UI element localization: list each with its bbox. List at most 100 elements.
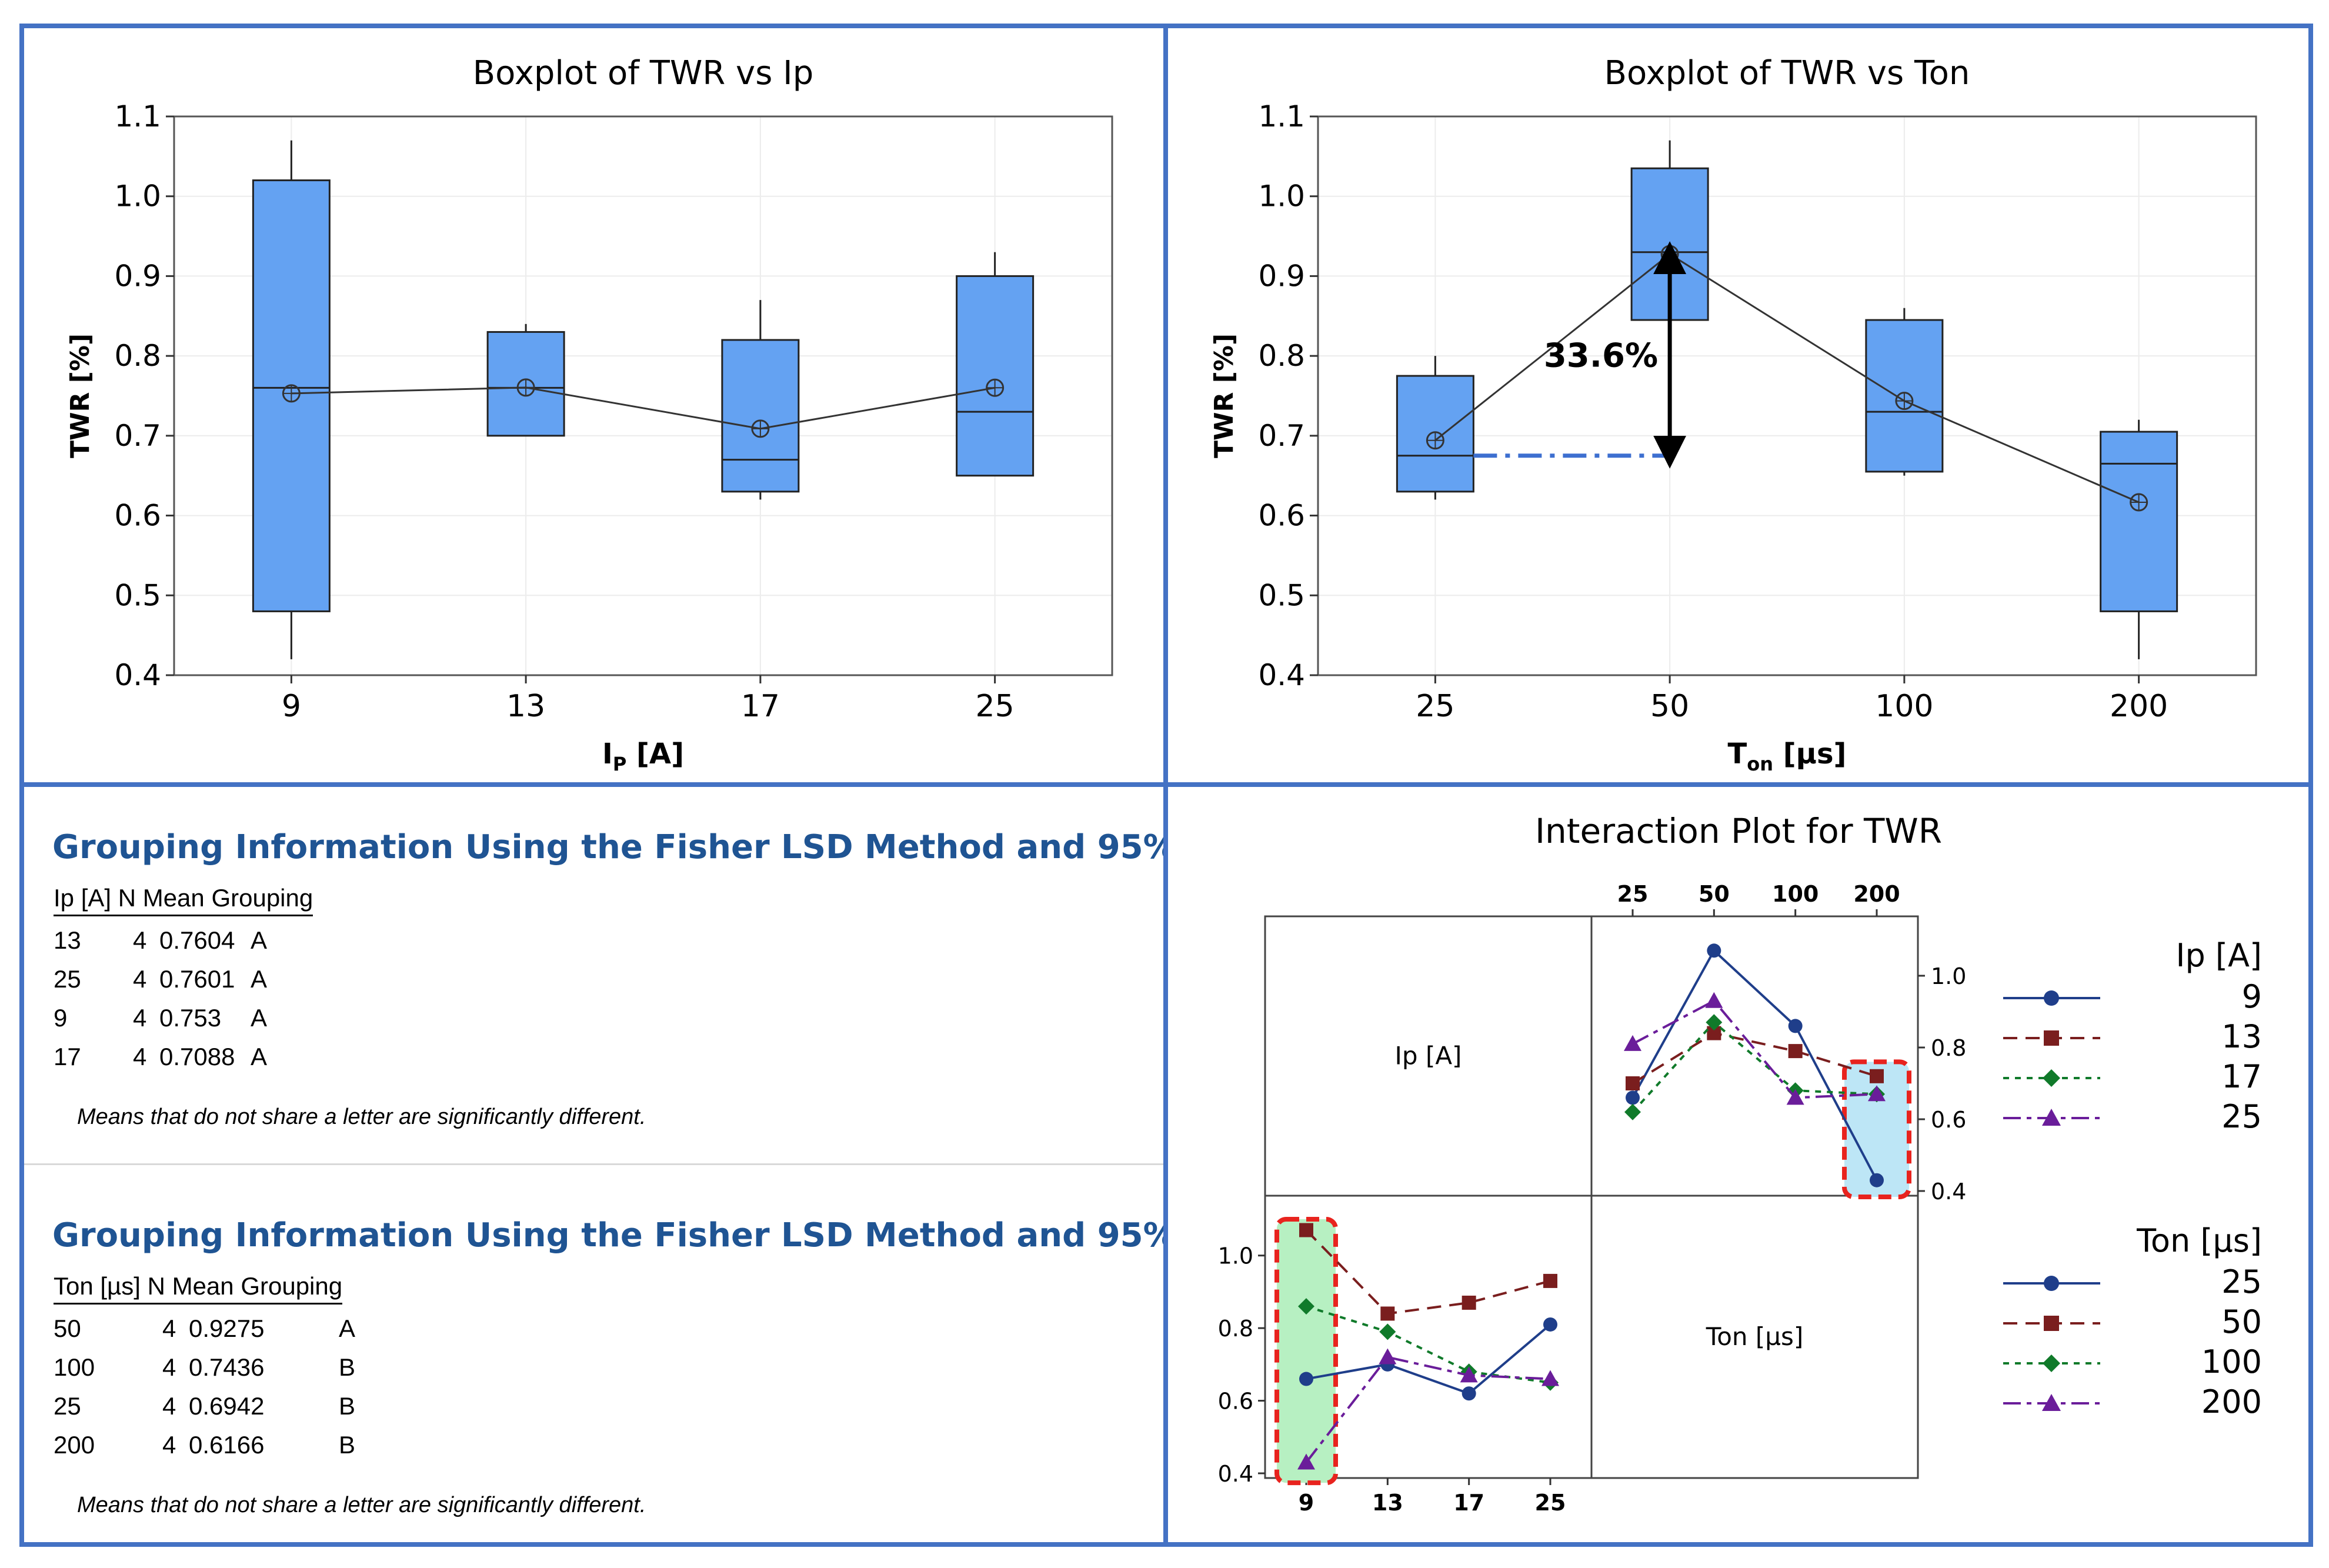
legend-label: 100: [2201, 1343, 2262, 1380]
grouping-cell-level: 25: [54, 965, 81, 993]
marker-square: [1462, 1295, 1476, 1310]
grouping-cell-group: A: [251, 965, 268, 993]
x-axis-label-unit: [A]: [626, 738, 684, 770]
grouping-cell-mean: 0.7604: [159, 926, 235, 954]
box: [2100, 431, 2178, 612]
marker-triangle: [1868, 1085, 1886, 1102]
legend-label: 13: [2221, 1018, 2262, 1055]
grouping-cell-n: 4: [133, 1043, 147, 1070]
grouping-cell-level: 13: [54, 926, 81, 954]
y-tick-label: 0.8: [114, 339, 161, 373]
y-tick-label: 0.8: [1931, 1035, 1966, 1061]
grouping-cell-mean: 0.7601: [159, 965, 235, 993]
marker-square: [1299, 1223, 1313, 1237]
marker-triangle: [1541, 1370, 1559, 1386]
series-line: [1306, 1323, 1551, 1395]
marker-triangle: [2042, 1394, 2061, 1411]
y-tick-label: 0.4: [1258, 658, 1305, 692]
plot-frame: [1317, 115, 2257, 676]
boxplot-ip-panel: Boxplot of TWR vs Ip 0.4 0.5 0.6 0.7 0.8 0.9 1.…: [19, 24, 1169, 788]
marker-diamond: [2043, 1069, 2060, 1087]
marker-circle: [1788, 1019, 1803, 1033]
grouping-cell-group: B: [339, 1353, 356, 1381]
diag-label-ip: Ip [A]: [1395, 1042, 1462, 1070]
grouping-cell-level: 9: [54, 1004, 68, 1032]
grouping-cell-level: 100: [54, 1353, 95, 1381]
marker-circle: [1626, 1090, 1640, 1105]
grouping-cell-n: 4: [162, 1315, 176, 1342]
grouping-cell-mean: 0.7436: [189, 1353, 265, 1381]
marker-square: [2044, 1030, 2059, 1046]
grouping-row: 13 4 0.7604 A: [54, 921, 313, 960]
x-tick-label: 9: [282, 689, 301, 724]
series-line: [1305, 1229, 1551, 1315]
grouping-row: 50 4 0.9275 A: [54, 1309, 355, 1348]
marker-diamond: [2043, 1355, 2060, 1372]
series-line: [1631, 1032, 1877, 1085]
x-tick-label: 17: [741, 689, 780, 724]
x-tick-label: 25: [1617, 881, 1649, 907]
grouping-cell-level: 50: [54, 1315, 81, 1342]
marker-triangle: [1705, 992, 1723, 1008]
y-tick-label: 0.4: [114, 658, 161, 692]
grouping-note-ton: Means that do not share a letter are sig…: [77, 1493, 646, 1517]
boxplot-ton-panel: Boxplot of TWR vs Ton 0.4 0.5 0.6 0.7 0.8 0.9 1…: [1163, 24, 2313, 788]
diag-label-ton: Ton [µs]: [1706, 1322, 1804, 1351]
grouping-cell-group: B: [339, 1392, 356, 1420]
grouping-divider: [24, 1163, 1164, 1165]
x-tick-label: 13: [1372, 1490, 1403, 1516]
grouping-cell-level: 17: [54, 1043, 81, 1070]
x-axis-label-sub: on: [1747, 753, 1773, 775]
legend-label: 200: [2201, 1383, 2262, 1420]
mean-connect-line: [1434, 253, 2140, 503]
legend-title: Ip [A]: [2176, 937, 2262, 974]
marker-circle: [2044, 990, 2059, 1006]
grouping-note-ip: Means that do not share a letter are sig…: [77, 1105, 646, 1129]
marker-circle: [1543, 1317, 1557, 1332]
marker-circle: [1870, 1173, 1884, 1187]
x-tick-label: 100: [1772, 881, 1819, 907]
marker-diamond: [1379, 1323, 1396, 1340]
grouping-row: 9 4 0.753 A: [54, 999, 313, 1037]
marker-circle: [2044, 1276, 2059, 1291]
grouping-cell-n: 4: [133, 965, 147, 993]
chart-title: Boxplot of TWR vs Ip: [473, 54, 813, 92]
grouping-row: 17 4 0.7088 A: [54, 1037, 313, 1076]
marker-square: [1788, 1044, 1803, 1059]
grouping-cell-n: 4: [162, 1392, 176, 1420]
x-axis-label-sub: P: [613, 753, 626, 775]
y-tick-label: 0.8: [1258, 339, 1305, 373]
legend-label: 50: [2221, 1303, 2262, 1340]
marker-triangle: [1624, 1035, 1641, 1051]
grouping-row: 25 4 0.6942 B: [54, 1387, 355, 1426]
grouping-cell-group: A: [251, 1004, 268, 1032]
y-tick-label: 1.1: [114, 99, 161, 134]
x-axis-label-unit: [µs]: [1773, 738, 1846, 770]
marker-triangle: [1786, 1089, 1804, 1105]
series-line: [1632, 999, 1877, 1099]
x-axis-label-main: I: [602, 738, 613, 770]
highlight-ip-9: [1274, 1217, 1338, 1486]
x-tick-label: 13: [506, 689, 545, 724]
y-tick-label: 0.6: [1258, 499, 1305, 533]
mean-connect-line: [291, 386, 995, 430]
marker-square: [1626, 1076, 1640, 1090]
marker-square: [1380, 1306, 1395, 1321]
legend-label: 17: [2221, 1058, 2262, 1095]
y-tick-label: 0.5: [114, 578, 161, 612]
y-tick-label: 0.4: [1218, 1461, 1253, 1487]
marker-diamond: [1624, 1103, 1641, 1120]
y-tick-label: 0.9: [1258, 259, 1305, 293]
x-tick-label: 50: [1650, 689, 1689, 724]
x-axis-label: IP [A]: [602, 738, 684, 775]
grouping-row: 100 4 0.7436 B: [54, 1348, 355, 1387]
y-axis-label: TWR [%]: [65, 333, 95, 458]
series-line: [1631, 1020, 1877, 1113]
x-tick-label: 200: [1853, 881, 1900, 907]
x-tick-label: 25: [1416, 689, 1454, 724]
grouping-cell-n: 4: [133, 926, 147, 954]
y-tick-label: 0.6: [1218, 1389, 1253, 1414]
interaction-panel: Interaction Plot for TWR Ip [A] Ton [µs] 0.…: [1163, 782, 2313, 1547]
x-tick-label: 100: [1875, 689, 1933, 724]
marker-circle: [1462, 1386, 1476, 1401]
